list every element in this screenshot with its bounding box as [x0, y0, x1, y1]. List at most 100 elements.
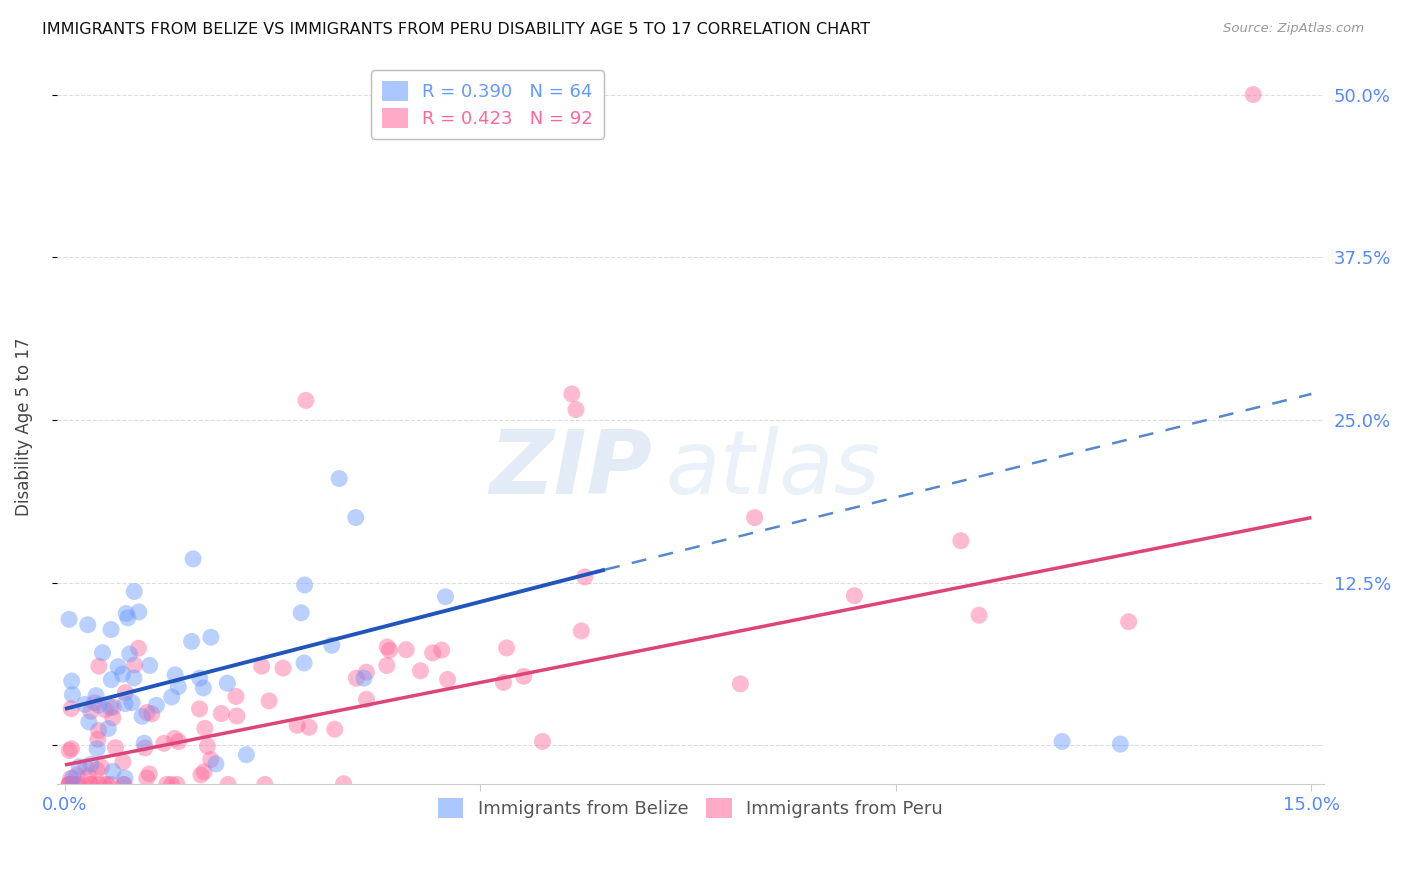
Point: [100, 777, 122, 791]
Point: [77, 714, 100, 729]
Point: [114, 771, 136, 785]
Y-axis label: Disability Age 5 to 17: Disability Age 5 to 17: [15, 337, 32, 516]
Point: [332, 777, 354, 791]
Point: [193, 681, 215, 695]
Point: [76, 617, 98, 632]
Point: [138, 658, 160, 673]
Text: atlas: atlas: [665, 426, 880, 512]
Point: [86, 763, 108, 777]
Point: [96, 777, 118, 791]
Point: [434, 590, 457, 604]
Point: [141, 706, 163, 721]
Point: [166, 777, 188, 791]
Point: [200, 630, 222, 644]
Point: [1109, 737, 1132, 751]
Point: [93, 777, 115, 791]
Point: [257, 694, 280, 708]
Point: [136, 706, 159, 720]
Point: [60, 674, 83, 689]
Point: [430, 643, 453, 657]
Point: [67, 760, 90, 774]
Point: [378, 643, 401, 657]
Point: [58, 777, 80, 791]
Point: [395, 642, 418, 657]
Point: [1118, 615, 1140, 629]
Point: [1241, 87, 1264, 102]
Point: [87, 723, 110, 738]
Point: [135, 771, 157, 785]
Point: [356, 665, 378, 680]
Point: [225, 709, 247, 723]
Point: [194, 721, 217, 735]
Point: [344, 510, 367, 524]
Point: [188, 702, 211, 716]
Point: [98, 700, 121, 714]
Point: [531, 734, 554, 748]
Point: [60, 688, 83, 702]
Point: [128, 605, 150, 619]
Point: [250, 659, 273, 673]
Point: [160, 777, 183, 791]
Point: [167, 734, 190, 748]
Point: [80, 757, 103, 772]
Point: [100, 623, 122, 637]
Point: [121, 696, 143, 710]
Point: [65, 777, 87, 791]
Point: [344, 671, 367, 685]
Point: [62, 771, 84, 785]
Point: [131, 709, 153, 723]
Point: [90, 760, 112, 774]
Point: [217, 777, 239, 791]
Point: [561, 387, 583, 401]
Point: [67, 777, 90, 791]
Point: [115, 607, 138, 621]
Point: [375, 658, 398, 673]
Point: [271, 661, 294, 675]
Point: [285, 718, 308, 732]
Text: IMMIGRANTS FROM BELIZE VS IMMIGRANTS FROM PERU DISABILITY AGE 5 TO 17 CORRELATIO: IMMIGRANTS FROM BELIZE VS IMMIGRANTS FRO…: [42, 22, 870, 37]
Point: [436, 673, 458, 687]
Point: [60, 741, 83, 756]
Point: [160, 690, 183, 704]
Point: [112, 777, 135, 791]
Point: [73, 698, 96, 712]
Point: [356, 692, 378, 706]
Point: [295, 393, 318, 408]
Point: [197, 739, 219, 754]
Point: [77, 769, 100, 783]
Point: [62, 777, 84, 791]
Point: [422, 646, 444, 660]
Point: [94, 703, 117, 717]
Point: [353, 671, 375, 685]
Text: Source: ZipAtlas.com: Source: ZipAtlas.com: [1223, 22, 1364, 36]
Point: [949, 533, 972, 548]
Point: [83, 696, 105, 710]
Point: [167, 680, 190, 694]
Point: [321, 638, 343, 652]
Point: [153, 736, 176, 750]
Point: [91, 646, 114, 660]
Point: [209, 706, 232, 721]
Point: [138, 767, 160, 781]
Point: [298, 720, 321, 734]
Point: [107, 659, 129, 673]
Point: [292, 656, 315, 670]
Point: [101, 711, 124, 725]
Point: [134, 740, 156, 755]
Point: [114, 697, 136, 711]
Point: [375, 640, 398, 654]
Point: [58, 777, 80, 791]
Point: [104, 740, 127, 755]
Point: [217, 676, 239, 690]
Point: [492, 675, 515, 690]
Point: [101, 764, 124, 779]
Point: [225, 690, 247, 704]
Point: [118, 647, 141, 661]
Point: [122, 584, 145, 599]
Point: [190, 768, 212, 782]
Point: [495, 640, 517, 655]
Legend: Immigrants from Belize, Immigrants from Peru: Immigrants from Belize, Immigrants from …: [430, 791, 950, 825]
Point: [193, 764, 215, 779]
Point: [87, 777, 110, 791]
Point: [165, 668, 187, 682]
